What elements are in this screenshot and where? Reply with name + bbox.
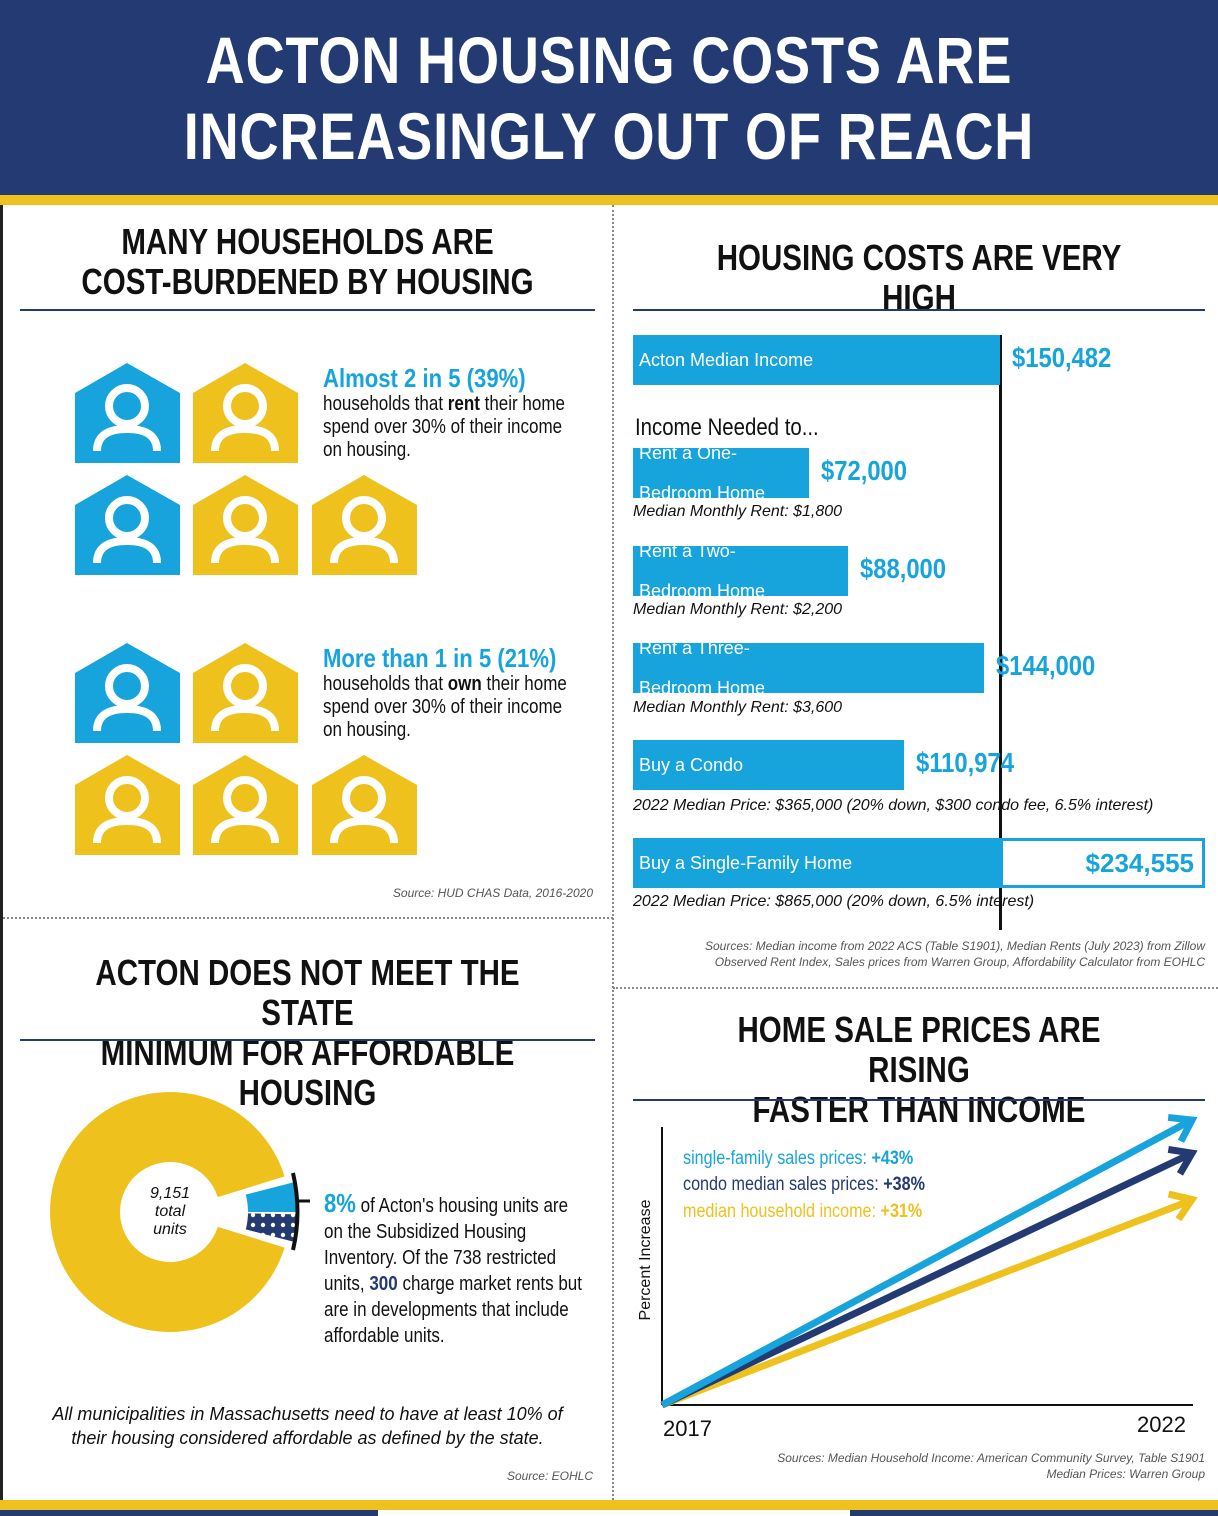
legend-single-family: single-family sales prices: +43%: [683, 1148, 914, 1169]
house-person-icon: [312, 475, 417, 580]
owners-headline: More than 1 in 5 (21%): [323, 643, 557, 673]
donut-chart: [50, 1092, 310, 1332]
section-title: HOME SALE PRICES ARE RISING FASTER THAN I…: [737, 1009, 1101, 1130]
house-person-icon: [75, 363, 180, 468]
house-person-icon: [193, 755, 298, 860]
bar-value-label: $234,555: [1000, 838, 1205, 888]
divider: [613, 987, 1218, 989]
bar-note: Median Monthly Rent: $1,800: [633, 503, 843, 520]
section-title: HOUSING COSTS ARE VERY HIGH: [716, 237, 1122, 318]
bar-value-label: $110,974: [915, 747, 1014, 778]
bar-value-label: $144,000: [996, 650, 1096, 681]
series-line: [660, 1151, 1190, 1409]
house-person-icon: [75, 643, 180, 748]
bar: Rent a Two- Bedroom Home: [633, 541, 848, 601]
line-chart: [660, 1113, 1198, 1409]
house-person-icon: [312, 755, 417, 860]
bar-value-label: $150,482: [1012, 342, 1112, 373]
series-line: [660, 1198, 1190, 1409]
bar-value-label: $88,000: [859, 553, 946, 584]
divider: [0, 195, 1218, 205]
series-line: [660, 1118, 1190, 1409]
bar: Rent a Three- Bedroom Home: [633, 638, 985, 698]
bar: Buy a Single-Family Home: [633, 838, 1000, 888]
legend-income: median household income: +31%: [683, 1201, 923, 1222]
renters-headline: Almost 2 in 5 (39%): [323, 363, 526, 393]
bar: Acton Median Income: [633, 335, 1000, 385]
legend-condo: condo median sales prices: +38%: [683, 1174, 925, 1195]
house-person-icon: [75, 475, 180, 580]
bar-value-label: $72,000: [820, 455, 907, 486]
arrow-head-icon: [1167, 1113, 1198, 1143]
income-needed-label: Income Needed to...: [635, 414, 819, 441]
bar-note: Median Monthly Rent: $2,200: [633, 601, 843, 618]
x-tick-label: 2022: [1137, 1412, 1186, 1437]
bar: Buy a Condo: [633, 740, 904, 790]
bar-note: 2022 Median Price: $365,000 (20% down, $…: [633, 797, 1154, 814]
page-title: ACTON HOUSING COSTS ARE INCREASINGLY OUT …: [0, 0, 1218, 195]
bar: Rent a One- Bedroom Home: [633, 443, 809, 503]
arrow-head-icon: [1167, 1190, 1198, 1222]
median-income-reference-line: [999, 335, 1002, 930]
donut-center-label: 9,151 total units: [149, 1185, 191, 1238]
y-axis-label: Percent Increase: [637, 1199, 654, 1321]
x-tick-label: 2017: [663, 1416, 712, 1441]
divider: [3, 917, 613, 919]
source-note: Sources: Median income from 2022 ACS (Ta…: [704, 939, 1205, 969]
donut-slice-market-rate: [245, 1213, 298, 1242]
owners-text: households that own their home spend over…: [323, 673, 567, 741]
house-person-icon: [75, 755, 180, 860]
house-person-icon: [193, 475, 298, 580]
house-person-icon: [193, 363, 298, 468]
source-note: Source: EOHLC: [506, 1469, 593, 1483]
arrow-head-icon: [1167, 1145, 1198, 1176]
section-title: MANY HOUSEHOLDS ARE COST-BURDENED BY HOUS…: [81, 221, 534, 302]
bar-note: 2022 Median Price: $865,000 (20% down, 6…: [633, 893, 1035, 910]
renters-text: households that rent their home spend ove…: [323, 393, 565, 461]
source-note: Source: HUD CHAS Data, 2016-2020: [392, 886, 593, 900]
divider: [612, 205, 614, 1500]
affordable-text: 8% of Acton's housing units are on the S…: [324, 1188, 582, 1347]
house-person-icon: [193, 643, 298, 748]
source-note: Sources: Median Household Income: Americ…: [777, 1451, 1205, 1481]
state-minimum-note: All municipalities in Massachusetts need…: [52, 1404, 563, 1448]
donut-slice-other: [50, 1092, 285, 1332]
bar-note: Median Monthly Rent: $3,600: [633, 699, 843, 716]
donut-slice-shi: [245, 1182, 298, 1212]
